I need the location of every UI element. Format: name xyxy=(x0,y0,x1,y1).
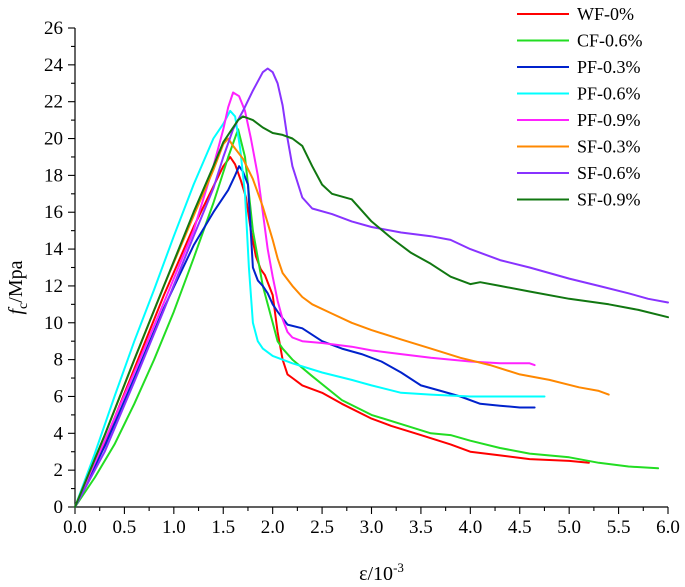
x-tick-label: 1.5 xyxy=(211,517,235,538)
y-tick-label: 10 xyxy=(44,313,63,334)
y-tick-label: 2 xyxy=(54,460,64,481)
legend-label: SF-0.3% xyxy=(577,137,641,157)
y-axis-title: fc/Mpa xyxy=(5,260,31,314)
y-tick-label: 22 xyxy=(44,92,63,113)
x-tick-label: 2.5 xyxy=(310,517,334,538)
x-tick-label: 0.0 xyxy=(63,517,87,538)
x-tick-label: 5.5 xyxy=(607,517,631,538)
x-tick-label: 2.0 xyxy=(261,517,285,538)
y-tick-label: 0 xyxy=(54,497,64,518)
series-line-sf-0-6- xyxy=(74,67,669,508)
legend-label: PF-0.3% xyxy=(577,57,641,77)
legend-label: CF-0.6% xyxy=(577,31,643,51)
y-tick-label: 8 xyxy=(54,350,64,371)
x-tick-label: 3.5 xyxy=(409,517,433,538)
x-tick-label: 4.5 xyxy=(508,517,532,538)
legend: WF-0% CF-0.6% PF-0.3% PF-0.6% PF-0.9% SF-0.3%… xyxy=(517,4,643,210)
x-tick-label: 0.5 xyxy=(113,517,137,538)
x-tick-label: 3.0 xyxy=(360,517,384,538)
x-tick-label: 4.0 xyxy=(458,517,482,538)
x-tick-label: 6.0 xyxy=(656,517,680,538)
y-tick-label: 4 xyxy=(54,423,64,444)
y-tick-label: 26 xyxy=(44,18,63,39)
y-tick-label: 14 xyxy=(44,239,64,260)
y-tick-label: 12 xyxy=(44,276,63,297)
legend-label: PF-0.6% xyxy=(577,84,641,104)
legend-label: SF-0.6% xyxy=(577,163,641,183)
y-tick-label: 6 xyxy=(54,386,64,407)
y-tick-label: 20 xyxy=(44,129,63,150)
y-tick-label: 18 xyxy=(44,165,63,186)
y-tick-label: 24 xyxy=(44,55,64,76)
x-tick-label: 1.0 xyxy=(162,517,186,538)
series-line-sf-0-9- xyxy=(74,115,669,508)
series-lines xyxy=(74,67,669,508)
legend-label: PF-0.9% xyxy=(577,110,641,130)
y-tick-label: 16 xyxy=(44,202,63,223)
legend-label: WF-0% xyxy=(577,4,634,24)
series-line-cf-0-6- xyxy=(74,128,660,508)
axes: 0.0 0.5 1.0 1.5 2.0 2.5 3.0 3.5 4.0 4.5 5.0 5.5 6.0 0… xyxy=(44,18,680,538)
x-axis-title: ε/10-3 xyxy=(359,560,404,585)
legend-label: SF-0.9% xyxy=(577,190,641,210)
series-line-pf-0-3- xyxy=(74,165,536,508)
x-tick-label: 5.0 xyxy=(557,517,581,538)
series-line-sf-0-3- xyxy=(74,137,610,508)
series-line-pf-0-6- xyxy=(74,109,546,508)
